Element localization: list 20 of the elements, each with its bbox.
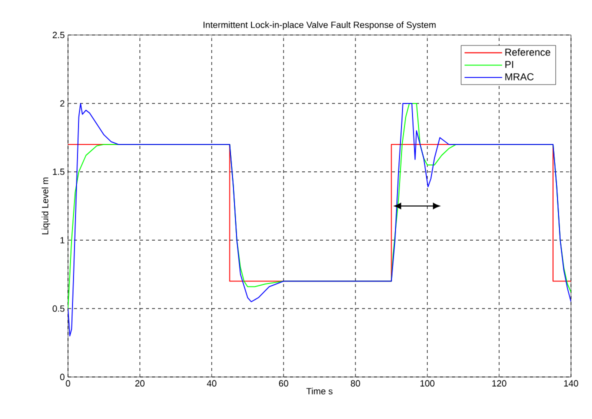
x-tick-label: 60 xyxy=(279,380,288,387)
y-tick-label: 2 xyxy=(60,100,64,107)
x-tick-label: 20 xyxy=(135,380,145,387)
y-tick-label: 0 xyxy=(60,374,64,380)
x-tick-label: 80 xyxy=(350,380,360,387)
x-axis-title: Time s xyxy=(306,388,332,394)
legend-label: Reference xyxy=(505,48,550,56)
y-tick-label: 1.5 xyxy=(52,168,64,175)
y-tick-label: 1 xyxy=(60,237,64,244)
y-tick-label: 0.5 xyxy=(52,305,64,312)
x-tick-label: 100 xyxy=(420,380,434,387)
chart-title: Intermittent Lock-in-place Valve Fault Response of System xyxy=(204,21,436,30)
legend-label: PI xyxy=(505,61,514,68)
y-tick-label: 2.5 xyxy=(52,32,64,38)
y-axis-title: Liquid Level m xyxy=(42,178,50,234)
x-tick-label: 140 xyxy=(564,380,578,387)
x-tick-label: 120 xyxy=(492,380,506,387)
legend-label: MRAC xyxy=(505,73,534,80)
x-tick-label: 0 xyxy=(66,380,70,387)
x-tick-label: 40 xyxy=(206,380,216,387)
